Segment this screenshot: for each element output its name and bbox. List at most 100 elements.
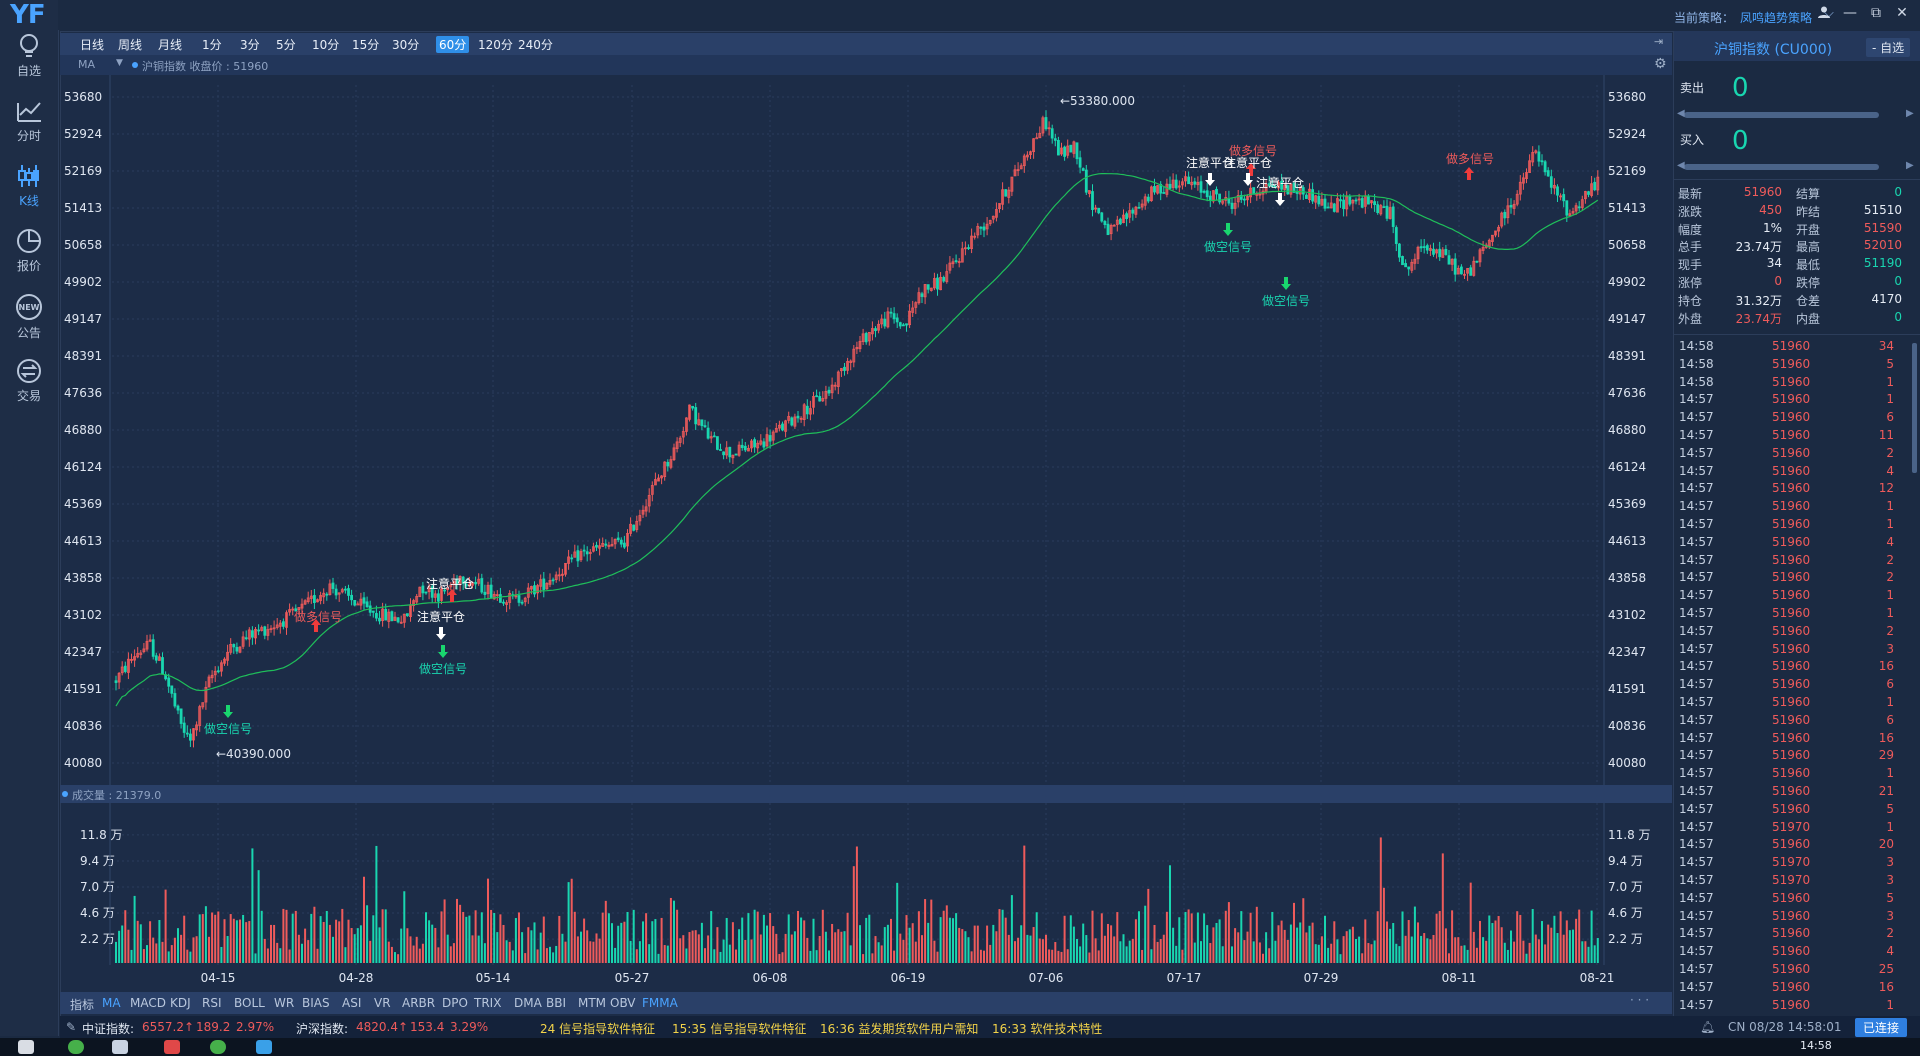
candle-body [1348, 195, 1352, 205]
indicator-tab-rsi[interactable]: RSI [202, 996, 222, 1010]
period-tab-240分[interactable]: 240分 [518, 38, 553, 52]
tick-time: 14:57 [1679, 623, 1714, 638]
indicator-tab-trix[interactable]: TRIX [474, 996, 502, 1010]
news-item[interactable]: 24 信号指导软件特征 [540, 1022, 656, 1036]
rail-item-kline[interactable]: K线 [0, 162, 58, 209]
volume-bar [710, 911, 713, 963]
news-item[interactable]: 16:36 益发期货软件用户需知 [820, 1022, 979, 1036]
candle-body [1311, 189, 1314, 202]
tick-row: 14:58 51960 5 [1674, 357, 1910, 375]
indicator-tab-arbr[interactable]: ARBR [402, 996, 436, 1010]
volume-bar [1420, 935, 1423, 963]
candle-body [991, 215, 995, 220]
volume-chart[interactable]: 11.8 万 11.8 万 9.4 万 9.4 万 7.0 万 7.0 万 4.6 万 4.6… [60, 803, 1670, 965]
kline-chart[interactable]: 53680 53680 52924 52924 52169 52169 51413 51413… [60, 75, 1670, 785]
buy-signal-arrow [1464, 167, 1474, 180]
period-tab-30分[interactable]: 30分 [392, 38, 420, 52]
volume-bar [629, 940, 632, 963]
price-axis-left-label: 47636 [64, 386, 102, 400]
bell-icon[interactable]: 🔔︎ [1700, 1020, 1716, 1034]
watchlist-toggle-button[interactable]: - 自选 [1866, 38, 1911, 57]
slider-left-icon[interactable]: ◀ [1677, 160, 1685, 171]
indicator-tab-fmma[interactable]: FMMA [642, 996, 678, 1010]
taskbar-app-icon[interactable] [210, 1040, 226, 1054]
ma-select[interactable]: MA [78, 58, 96, 71]
indicator-tab-obv[interactable]: OBV [610, 996, 636, 1010]
restore-icon[interactable]: ⧉ [1871, 5, 1881, 21]
user-icon[interactable] [1814, 5, 1834, 23]
candle-body [213, 670, 217, 676]
candle-body [759, 440, 763, 445]
volume-bar [1178, 917, 1181, 963]
slider-left-icon[interactable]: ◀ [1677, 108, 1685, 119]
tick-row: 14:57 51960 1 [1674, 695, 1910, 713]
volume-bar [1072, 926, 1075, 963]
close-icon[interactable]: ✕ [1896, 5, 1908, 21]
taskbar-app-icon[interactable] [256, 1040, 272, 1054]
volume-bar [313, 906, 316, 963]
tick-price: 51960 [1772, 677, 1811, 692]
rail-item-watchlist[interactable]: 自选 [0, 32, 58, 79]
buy-slider[interactable] [1684, 164, 1879, 170]
news-item[interactable]: 15:35 信号指导软件特征 [672, 1022, 807, 1036]
indicator-tab-dma[interactable]: DMA [514, 996, 542, 1010]
rail-item-intraday[interactable]: 分时 [0, 97, 58, 144]
tick-list-scrollbar[interactable] [1912, 343, 1917, 473]
volume-bar [347, 919, 350, 963]
volume-bar [1045, 934, 1047, 963]
period-tab-10分[interactable]: 10分 [312, 38, 340, 52]
pin-icon[interactable]: ✎ [66, 1020, 77, 1034]
period-tab-日线[interactable]: 日线 [80, 38, 105, 52]
indicator-tab-bbi[interactable]: BBI [546, 996, 567, 1010]
strategy-select[interactable]: 凤鸣趋势策略 [1740, 11, 1813, 25]
period-tab-120分[interactable]: 120分 [478, 38, 513, 52]
caret-down-icon[interactable]: ▼ [116, 58, 123, 68]
period-tab-周线[interactable]: 周线 [118, 38, 143, 52]
collapse-icon[interactable]: ⇥ [1654, 35, 1664, 48]
rail-item-trade[interactable]: 交易 [0, 357, 58, 404]
indicator-tab-wr[interactable]: WR [274, 996, 295, 1010]
period-tab-1分[interactable]: 1分 [202, 38, 222, 52]
tick-row: 14:57 51960 11 [1674, 428, 1910, 446]
candle-body [647, 495, 651, 507]
period-tab-5分[interactable]: 5分 [276, 38, 296, 52]
taskbar-app-icon[interactable] [164, 1040, 180, 1054]
period-tab-60分[interactable]: 60分 [436, 36, 470, 53]
news-item[interactable]: 16:33 软件技术特性 [992, 1022, 1103, 1036]
chart-info-bar: MA ▼ 沪铜指数 收盘价 : 51960 ⚙ [60, 55, 1672, 75]
rail-item-quote[interactable]: 报价 [0, 227, 58, 274]
rail-item-notice[interactable]: NEW 公告 [0, 292, 58, 341]
windows-start-icon[interactable] [18, 1040, 34, 1054]
indicator-tab-kdj[interactable]: KDJ [170, 996, 191, 1010]
indicator-tab-dpo[interactable]: DPO [442, 996, 468, 1010]
indicator-tab-macd[interactable]: MACD [130, 996, 166, 1010]
tick-price: 51960 [1772, 463, 1811, 478]
taskbar-app-icon[interactable] [68, 1040, 84, 1054]
indicator-tab-asi[interactable]: ASI [342, 996, 362, 1010]
minimize-icon[interactable]: — [1843, 5, 1857, 21]
indicator-tab-ma[interactable]: MA [102, 996, 121, 1010]
indicator-tab-boll[interactable]: BOLL [234, 996, 265, 1010]
volume-bar [828, 950, 830, 963]
more-icon[interactable]: · · · [1630, 993, 1650, 1007]
tick-price: 51970 [1772, 873, 1811, 887]
indicator-tab-bias[interactable]: BIAS [302, 996, 330, 1010]
volume-bar [251, 848, 254, 963]
slider-right-icon[interactable]: ▶ [1906, 108, 1914, 119]
volume-bar [778, 953, 781, 963]
period-tab-3分[interactable]: 3分 [240, 38, 260, 52]
indicator-tab-mtm[interactable]: MTM [578, 996, 607, 1010]
chevron-down-icon[interactable]: ⌵ [1824, 6, 1834, 21]
sell-slider[interactable] [1684, 112, 1879, 118]
volume-bar [1026, 934, 1029, 963]
sell-signal-label: 做空信号 [1262, 293, 1310, 308]
period-tab-15分[interactable]: 15分 [352, 38, 380, 52]
period-tab-月线[interactable]: 月线 [158, 38, 183, 52]
volume-bar [279, 948, 282, 963]
indicator-tab-vr[interactable]: VR [374, 996, 391, 1010]
taskbar-app-icon[interactable] [112, 1040, 128, 1054]
candle-body [195, 724, 199, 731]
indicator-tab-指标[interactable]: 指标 [70, 998, 95, 1012]
slider-right-icon[interactable]: ▶ [1906, 160, 1914, 171]
settings-gear-icon[interactable]: ⚙ [1654, 56, 1667, 72]
